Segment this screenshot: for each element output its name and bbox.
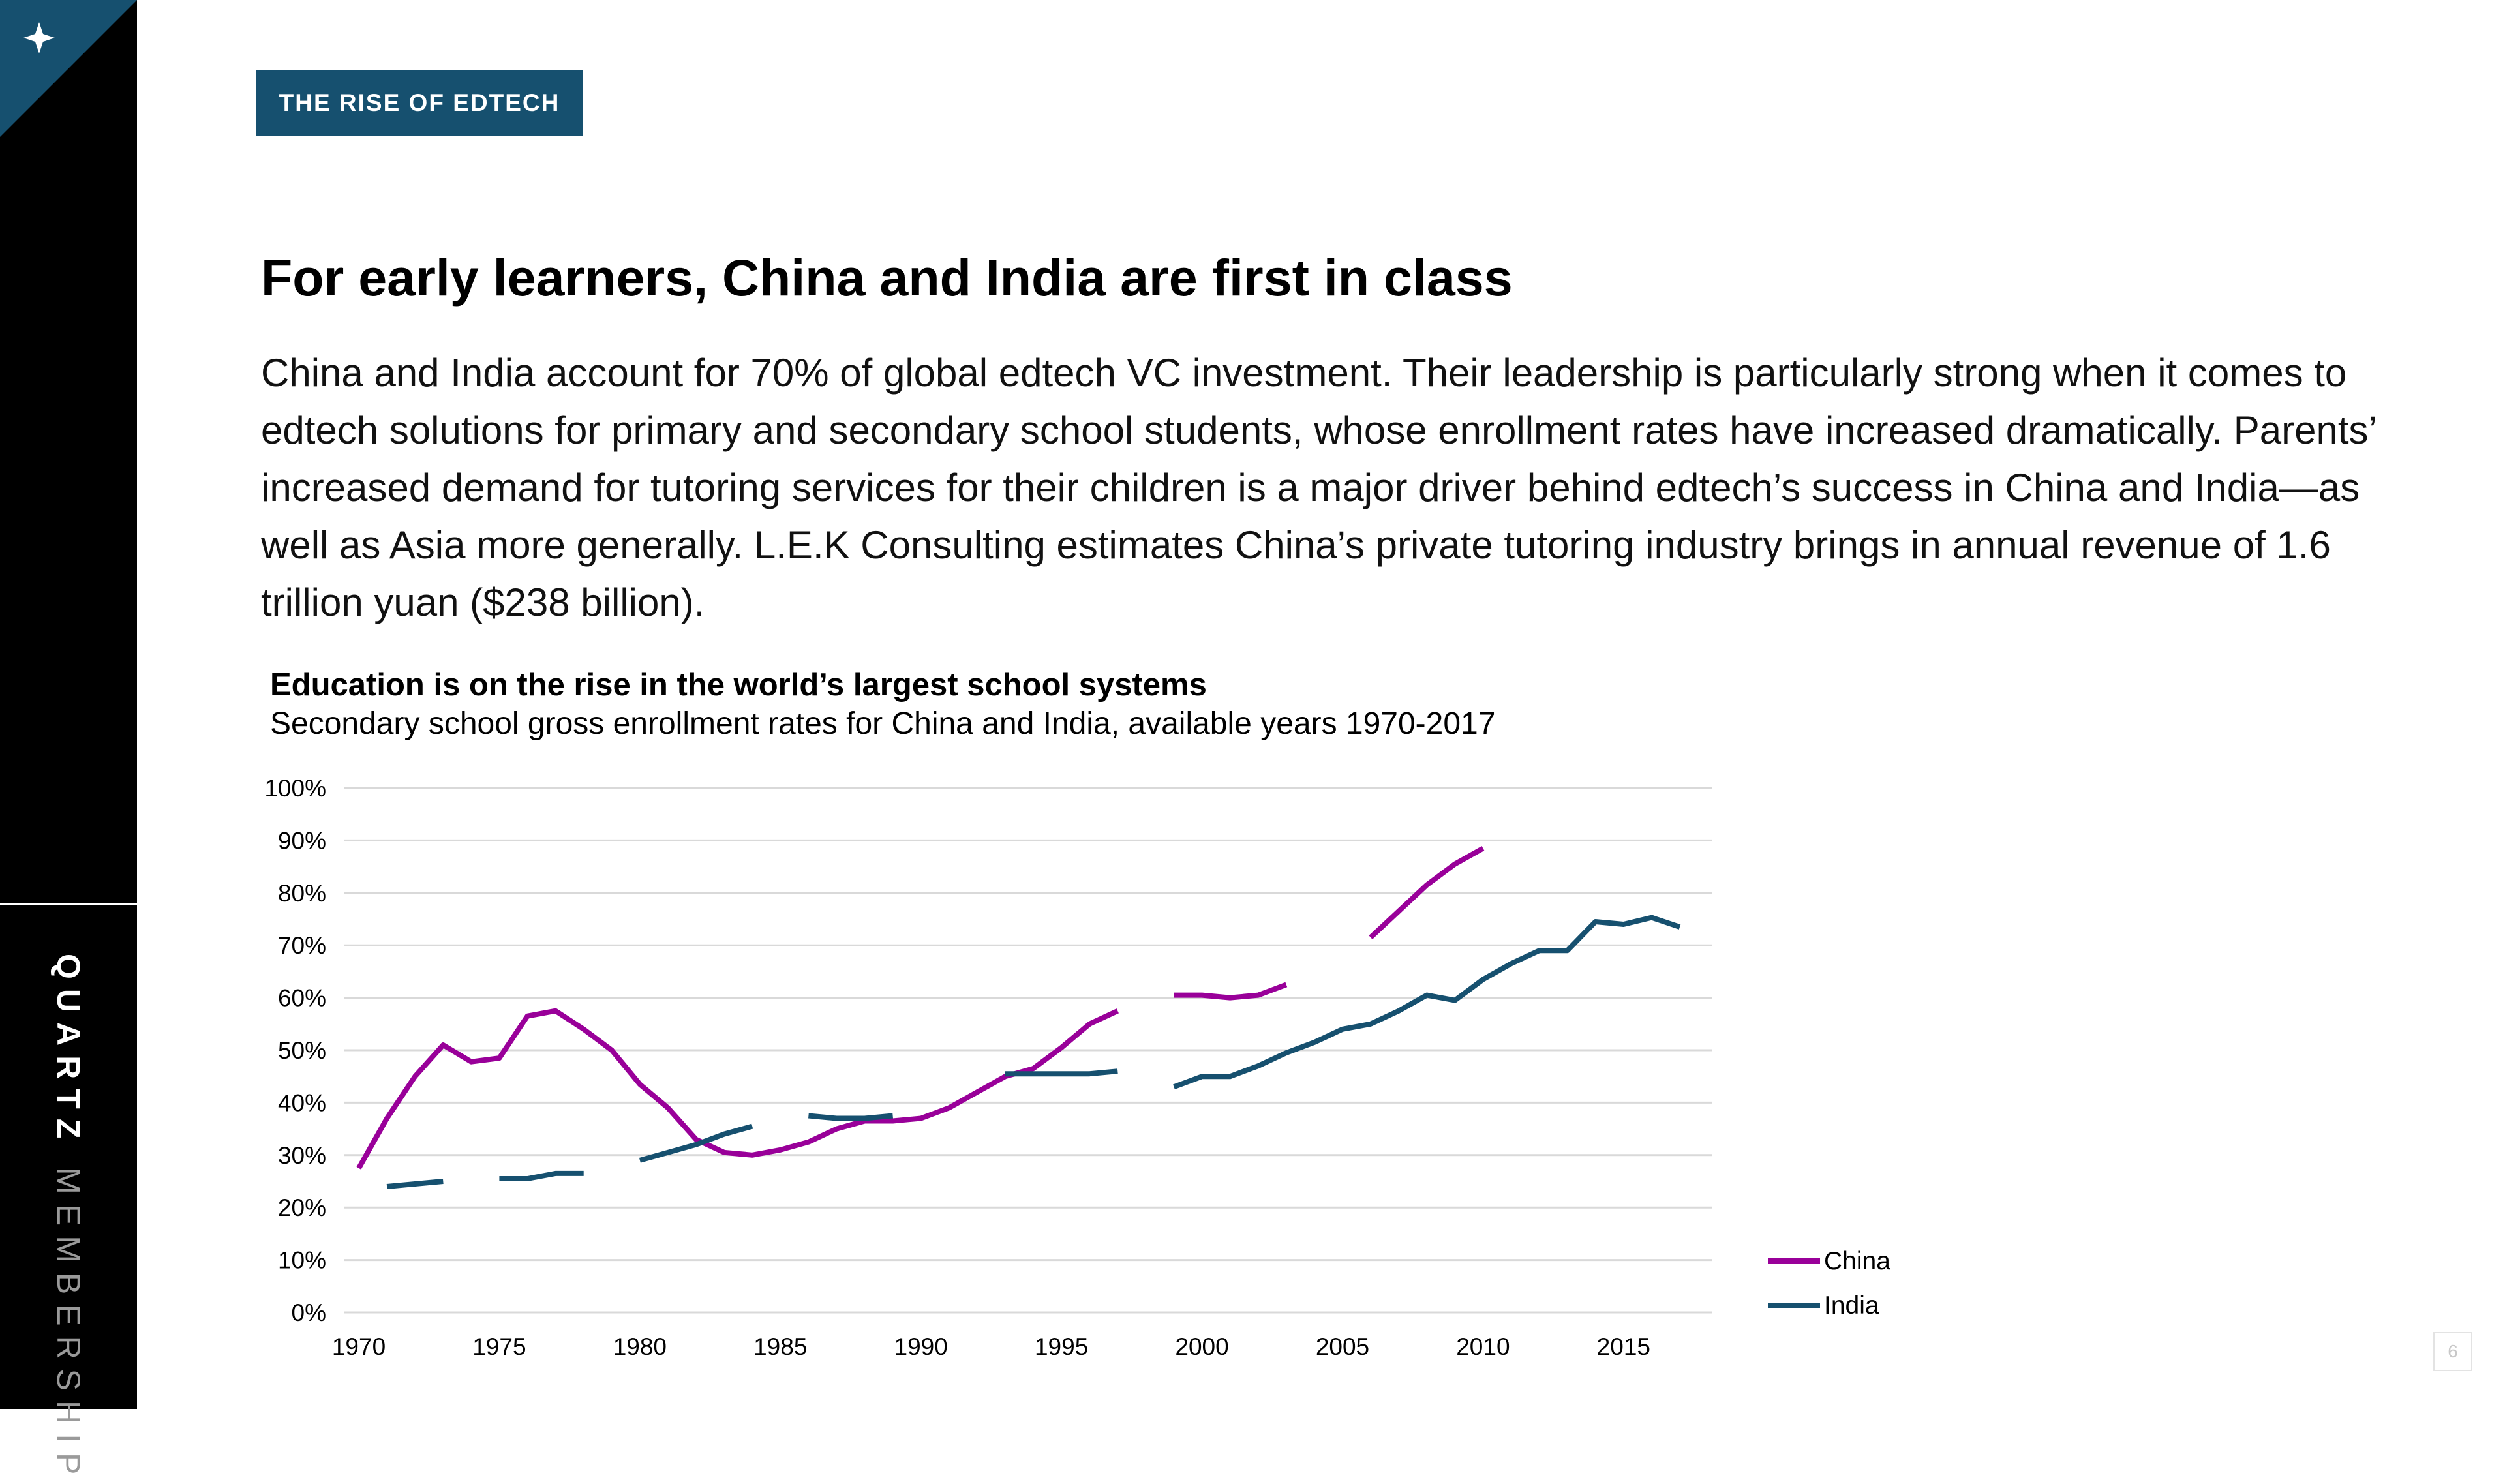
series-line-india bbox=[386, 1179, 444, 1189]
y-tick-label: 80% bbox=[278, 880, 326, 907]
line-chart: 0% 10% 20% 30% 40% 50% 60% 70% 80% 90% 100% 1970 197… bbox=[264, 775, 1890, 1360]
sparkle-icon bbox=[23, 22, 55, 53]
series-line-india bbox=[808, 1113, 893, 1121]
legend-label-india: India bbox=[1824, 1292, 1879, 1320]
series-line-india bbox=[499, 1170, 584, 1181]
x-tick-label: 1995 bbox=[1035, 1333, 1088, 1360]
x-tick-label: 1990 bbox=[894, 1333, 948, 1360]
x-tick-label: 1975 bbox=[472, 1333, 526, 1360]
x-tick-label: 2010 bbox=[1456, 1333, 1510, 1360]
y-tick-label: 70% bbox=[278, 932, 326, 959]
legend-label-china: China bbox=[1824, 1247, 1890, 1275]
y-tick-label: 20% bbox=[278, 1194, 326, 1221]
x-tick-label: 1980 bbox=[613, 1333, 667, 1360]
sidebar-divider bbox=[0, 903, 137, 905]
series-line-india bbox=[1005, 1068, 1118, 1077]
y-tick-label: 100% bbox=[264, 775, 326, 802]
corner-badge bbox=[0, 0, 137, 137]
y-tick-label: 0% bbox=[292, 1299, 326, 1326]
series-line-china bbox=[1369, 846, 1485, 940]
y-tick-label: 50% bbox=[278, 1037, 326, 1064]
x-tick-label: 1985 bbox=[753, 1333, 807, 1360]
section-tag: THE RISE OF EDTECH bbox=[256, 70, 583, 136]
sidebar: QUARTZ MEMBERSHIP bbox=[0, 0, 137, 1484]
y-tick-label: 30% bbox=[278, 1142, 326, 1169]
y-tick-label: 60% bbox=[278, 985, 326, 1012]
y-tick-label: 10% bbox=[278, 1247, 326, 1274]
y-tick-label: 90% bbox=[278, 827, 326, 854]
series-line-china bbox=[356, 1008, 1119, 1170]
series-line-india bbox=[639, 1123, 753, 1163]
chart-title: Education is on the rise in the world’s … bbox=[270, 667, 1207, 703]
x-tick-label: 1970 bbox=[332, 1333, 386, 1360]
chart-subtitle: Secondary school gross enrollment rates … bbox=[270, 706, 1496, 741]
series-line-india bbox=[1173, 915, 1681, 1090]
page-number: 6 bbox=[2433, 1332, 2472, 1371]
y-tick-label: 40% bbox=[278, 1089, 326, 1116]
page-title: For early learners, China and India are … bbox=[261, 249, 1513, 307]
x-tick-label: 2000 bbox=[1175, 1333, 1228, 1360]
x-tick-label: 2005 bbox=[1316, 1333, 1369, 1360]
body-paragraph: China and India account for 70% of globa… bbox=[261, 351, 2376, 624]
x-tick-label: 2015 bbox=[1597, 1333, 1650, 1360]
series-line-china bbox=[1174, 982, 1288, 1001]
